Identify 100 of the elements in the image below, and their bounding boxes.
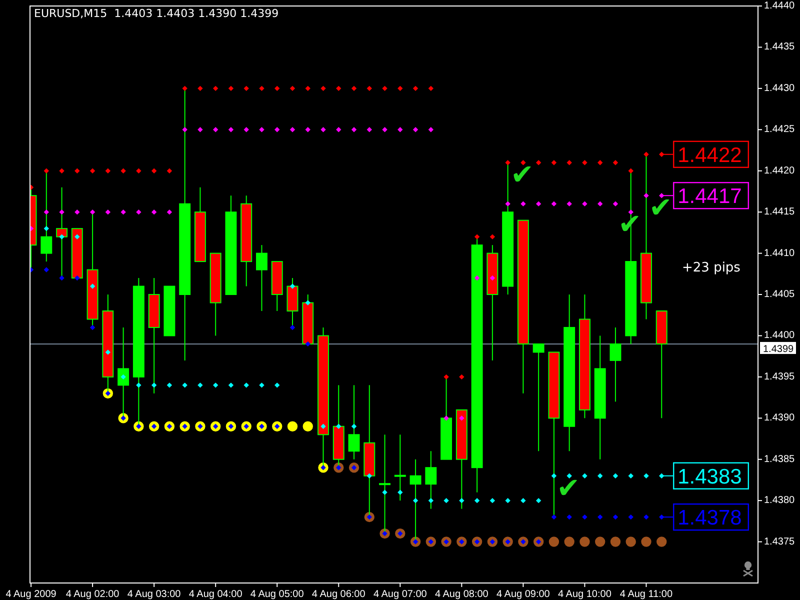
x-tick-label: 4 Aug 04:00 bbox=[188, 589, 243, 600]
point bbox=[610, 536, 622, 548]
point bbox=[474, 234, 480, 240]
point bbox=[228, 86, 234, 92]
point bbox=[259, 86, 264, 92]
point bbox=[459, 498, 464, 504]
ref-line-label: 1.4399 bbox=[763, 344, 794, 355]
point bbox=[290, 127, 296, 132]
point bbox=[597, 514, 603, 520]
point bbox=[412, 86, 418, 92]
point bbox=[74, 168, 80, 174]
point bbox=[459, 374, 464, 380]
point bbox=[336, 127, 342, 132]
point bbox=[582, 160, 588, 166]
point bbox=[90, 168, 96, 174]
point bbox=[228, 382, 234, 388]
point bbox=[274, 382, 280, 388]
y-tick-label: 1.4400 bbox=[764, 330, 796, 342]
point bbox=[597, 160, 603, 166]
point bbox=[594, 536, 606, 548]
point bbox=[105, 209, 111, 215]
y-tick-label: 1.4395 bbox=[764, 371, 796, 382]
point bbox=[74, 234, 80, 240]
point bbox=[182, 127, 188, 132]
point bbox=[566, 473, 572, 478]
point bbox=[382, 490, 388, 495]
y-tick-label: 1.4425 bbox=[764, 124, 796, 136]
data-label: 1.4383 bbox=[678, 465, 742, 488]
point bbox=[520, 201, 526, 206]
point bbox=[444, 416, 449, 421]
point bbox=[305, 300, 310, 306]
point bbox=[212, 86, 218, 92]
point bbox=[551, 514, 557, 520]
y-tick-label: 1.4385 bbox=[764, 454, 796, 465]
point bbox=[198, 127, 203, 132]
annotation: +23 pips bbox=[682, 260, 741, 276]
point bbox=[305, 127, 310, 132]
point bbox=[259, 127, 264, 132]
x-tick-label: 4 Aug 2009 bbox=[6, 589, 57, 600]
point bbox=[578, 536, 591, 548]
point bbox=[320, 127, 326, 132]
point bbox=[428, 86, 434, 92]
point bbox=[444, 498, 449, 504]
point bbox=[120, 209, 126, 215]
point bbox=[90, 284, 96, 289]
point bbox=[628, 168, 634, 174]
point bbox=[536, 160, 542, 166]
point bbox=[44, 168, 50, 174]
y-tick-label: 1.4430 bbox=[764, 82, 796, 94]
point bbox=[151, 168, 157, 174]
y-tick-label: 1.4380 bbox=[764, 495, 796, 506]
data-label: 1.4417 bbox=[678, 185, 742, 208]
point bbox=[320, 86, 326, 92]
point bbox=[656, 536, 668, 548]
point bbox=[74, 275, 80, 281]
point bbox=[244, 127, 249, 132]
point bbox=[44, 209, 50, 215]
point bbox=[551, 201, 557, 206]
point bbox=[212, 382, 218, 388]
point bbox=[136, 382, 142, 388]
point bbox=[274, 127, 280, 132]
point bbox=[536, 498, 542, 504]
point bbox=[274, 86, 280, 92]
point bbox=[105, 350, 111, 355]
point bbox=[166, 209, 172, 215]
point bbox=[505, 498, 510, 504]
point bbox=[59, 275, 64, 281]
point bbox=[74, 209, 80, 215]
point bbox=[166, 168, 172, 174]
point bbox=[644, 192, 649, 198]
point bbox=[548, 536, 560, 548]
point bbox=[228, 127, 234, 132]
point bbox=[612, 473, 618, 478]
point bbox=[382, 127, 388, 132]
point bbox=[412, 127, 418, 132]
point bbox=[290, 324, 296, 330]
candlestick bbox=[256, 244, 268, 312]
candlestick bbox=[348, 384, 360, 460]
point bbox=[382, 86, 388, 92]
point bbox=[566, 201, 572, 206]
x-tick-label: 4 Aug 03:00 bbox=[127, 589, 182, 600]
point bbox=[444, 374, 449, 380]
point bbox=[305, 341, 310, 347]
point bbox=[428, 498, 434, 504]
y-tick-label: 1.4390 bbox=[764, 412, 796, 424]
point bbox=[305, 86, 310, 92]
candlestick bbox=[532, 343, 544, 452]
point bbox=[302, 420, 314, 432]
point bbox=[563, 536, 576, 548]
point bbox=[624, 536, 637, 548]
point bbox=[505, 160, 510, 166]
candlestick bbox=[394, 434, 406, 502]
point bbox=[336, 86, 342, 92]
point bbox=[59, 209, 64, 215]
point bbox=[166, 382, 172, 388]
point bbox=[198, 86, 203, 92]
point bbox=[212, 127, 218, 132]
point bbox=[398, 86, 403, 92]
point bbox=[551, 160, 557, 166]
point bbox=[244, 382, 249, 388]
